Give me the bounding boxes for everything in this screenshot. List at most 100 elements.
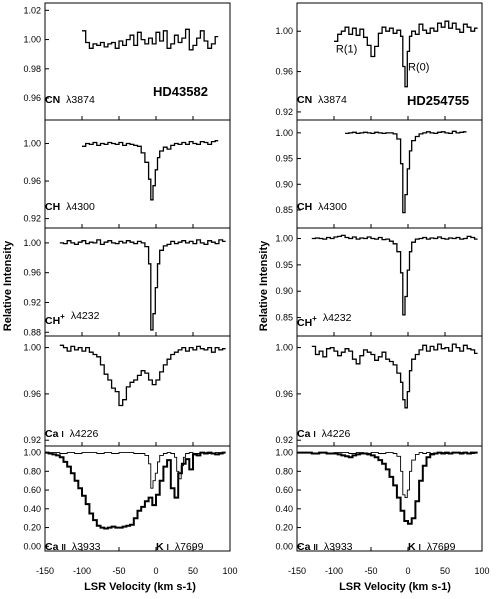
y-tick-label: 1.00: [275, 26, 293, 36]
y-tick-label: 0.40: [275, 504, 293, 514]
y-tick-label: 1.00: [275, 128, 293, 138]
y-tick-label: 1.00: [23, 343, 41, 353]
panel-chp: 0.88 0.92 0.96 1.00 CH+ λ4232: [23, 227, 231, 337]
wavelength-label: λ7699: [427, 541, 456, 553]
x-tick-label: 50: [188, 566, 198, 576]
species-label: Ca II λ3933: [297, 541, 353, 553]
y-tick-label: 0.00: [23, 541, 41, 551]
spectrum-line: [82, 28, 219, 51]
species-name: CH: [297, 201, 312, 213]
y-tick-label: 0.85: [275, 313, 293, 323]
y-tick-label: 1.00: [23, 138, 41, 148]
spectrum-line: [59, 239, 226, 331]
x-tick-label: -50: [112, 566, 125, 576]
spectrum-line: [345, 130, 467, 214]
panel-cn: 0.92 0.96 1.00 CN λ3874 HD254755 R(1) R(0): [275, 2, 483, 121]
species-name: K: [156, 541, 164, 553]
wavelength-label: λ3874: [66, 94, 95, 106]
species-label: CN λ3874: [45, 94, 95, 106]
y-tick-label: 1.00: [275, 448, 293, 458]
line-annotation: R(1): [336, 43, 357, 55]
spectrum-line: [297, 452, 478, 499]
y-tick-label: 1.00: [275, 343, 293, 353]
spectrum-line: [311, 234, 478, 316]
x-tick-label: 0: [153, 566, 158, 576]
species-ion-stage: II: [313, 543, 317, 552]
y-tick-label: 0.90: [275, 286, 293, 296]
wavelength-label: λ4232: [71, 310, 100, 322]
x-tick-label: 50: [440, 566, 450, 576]
species-ion-stage: II: [61, 543, 65, 552]
y-tick-label: 0.96: [23, 176, 41, 186]
species-charge: +: [312, 314, 317, 323]
species-name: CH: [297, 317, 312, 329]
wavelength-label: λ4226: [70, 428, 99, 440]
y-tick-label: 0.92: [23, 214, 41, 224]
wavelength-label: λ4226: [322, 428, 351, 440]
y-tick-label: 0.98: [23, 64, 41, 74]
species-name: CN: [297, 94, 312, 106]
line-annotation: R(0): [408, 62, 429, 74]
species-name: K: [408, 541, 416, 553]
wavelength-label: λ3874: [318, 94, 347, 106]
y-tick-label: 0.92: [23, 435, 41, 445]
x-axis-label-left: LSR Velocity (km s-1): [84, 581, 196, 593]
y-tick-label: 0.88: [23, 327, 41, 337]
y-tick-label: 0.40: [23, 504, 41, 514]
species-label: CH+ λ4232: [45, 310, 100, 327]
x-axis-label-right: LSR Velocity (km s-1): [339, 581, 451, 593]
spectrum-line: [297, 451, 478, 525]
y-tick-label: 0.85: [275, 205, 293, 215]
column-hd43582: 0.96 0.98 1.00 1.02 CN λ3874 HD43582 0.92 0.96 1.…: [23, 2, 238, 576]
y-tick-label: 0.20: [275, 523, 293, 533]
y-tick-label: 0.96: [23, 268, 41, 278]
species-name: CH: [45, 201, 60, 213]
x-tick-label: 0: [405, 566, 410, 576]
y-tick-label: 0.92: [275, 435, 293, 445]
y-tick-label: 0.96: [275, 67, 293, 77]
species-ion-stage: I: [167, 543, 169, 552]
species-name: Ca: [297, 428, 311, 440]
x-tick-label: -150: [288, 566, 306, 576]
species-name: Ca: [45, 428, 59, 440]
wavelength-label: λ4232: [323, 312, 352, 324]
species-label: CH+ λ4232: [297, 312, 352, 329]
y-tick-label: 0.96: [23, 389, 41, 399]
y-tick-label: 0.60: [23, 485, 41, 495]
species-label: CN λ3874: [297, 94, 347, 106]
species-name: CH: [45, 315, 60, 327]
species-ion-stage: I: [61, 430, 63, 439]
species-name: Ca: [297, 541, 311, 553]
y-tick-label: 0.95: [275, 260, 293, 270]
spectrum-line: [59, 344, 226, 407]
y-tick-label: 1.00: [23, 238, 41, 248]
y-tick-label: 0.92: [23, 297, 41, 307]
y-tick-label: 0.96: [23, 93, 41, 103]
star-label: HD254755: [407, 93, 469, 108]
species-name: CN: [45, 94, 60, 106]
y-tick-label: 1.00: [275, 234, 293, 244]
panel-ch: 0.85 0.90 0.95 1.00 CH λ4300: [275, 119, 483, 229]
y-tick-label: 0.60: [275, 485, 293, 495]
wavelength-label: λ7699: [175, 541, 204, 553]
wavelength-label: λ4300: [66, 201, 95, 213]
panel-ch: 0.92 0.96 1.00 CH λ4300: [23, 119, 231, 229]
species-charge: +: [60, 312, 65, 321]
wavelength-label: λ4300: [318, 201, 347, 213]
x-tick-label: 100: [222, 566, 237, 576]
y-axis-label-left: Relative Intensity: [2, 240, 14, 331]
panel-frame: [44, 445, 231, 552]
species-label: Ca II λ3933: [45, 541, 101, 553]
species-ion-stage: I: [313, 430, 315, 439]
y-tick-label: 0.92: [275, 107, 293, 117]
y-tick-label: 0.95: [275, 154, 293, 164]
y-tick-label: 0.90: [275, 179, 293, 189]
y-tick-label: 0.00: [275, 541, 293, 551]
y-tick-label: 0.80: [23, 466, 41, 476]
